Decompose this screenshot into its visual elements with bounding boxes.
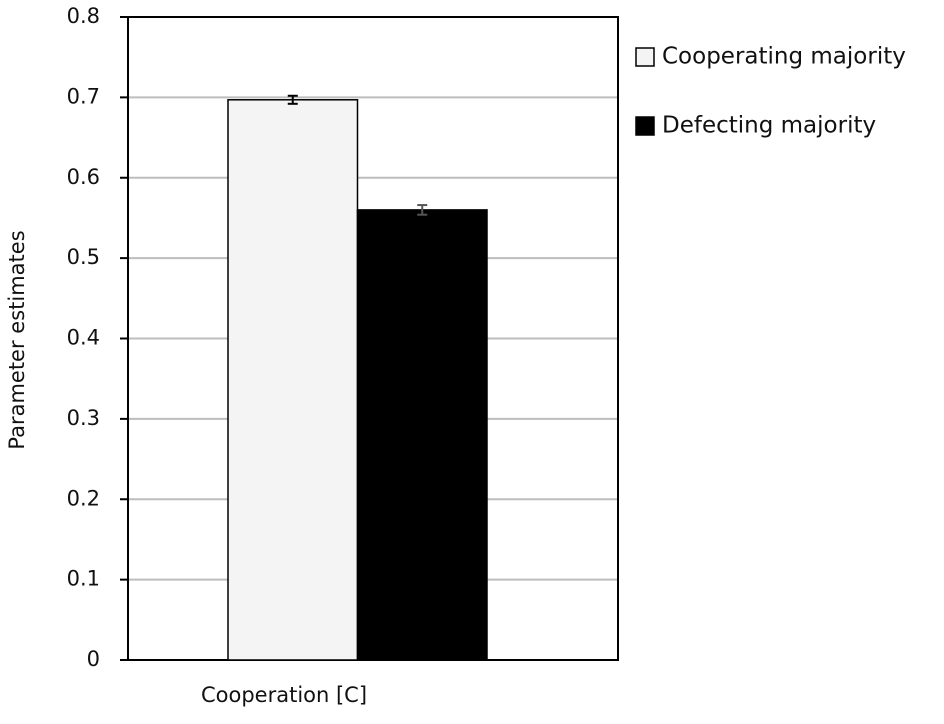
y-tick-label: 0: [87, 647, 100, 671]
y-tick-label: 0.5: [67, 245, 100, 269]
y-tick-label: 0.8: [67, 4, 100, 28]
error-bar: [417, 204, 428, 216]
bar: [356, 209, 488, 661]
bar: [227, 99, 359, 661]
error-bar: [287, 94, 298, 105]
legend-swatch: [635, 116, 655, 136]
y-tick-label: 0.4: [67, 326, 100, 350]
y-axis-title: Parameter estimates: [5, 230, 29, 449]
legend: Cooperating majority Defecting majority: [635, 44, 906, 139]
y-tick-label: 0.6: [67, 165, 100, 189]
y-tick-label: 0.7: [67, 84, 100, 108]
legend-label: Defecting majority: [662, 113, 876, 139]
legend-label: Cooperating majority: [662, 44, 906, 70]
y-tick-label: 0.2: [67, 486, 100, 510]
y-tick-label: 0.1: [67, 567, 100, 591]
x-tick-label: Cooperation [C]: [201, 683, 367, 707]
legend-swatch: [635, 47, 655, 67]
y-tick-label: 0.3: [67, 406, 100, 430]
